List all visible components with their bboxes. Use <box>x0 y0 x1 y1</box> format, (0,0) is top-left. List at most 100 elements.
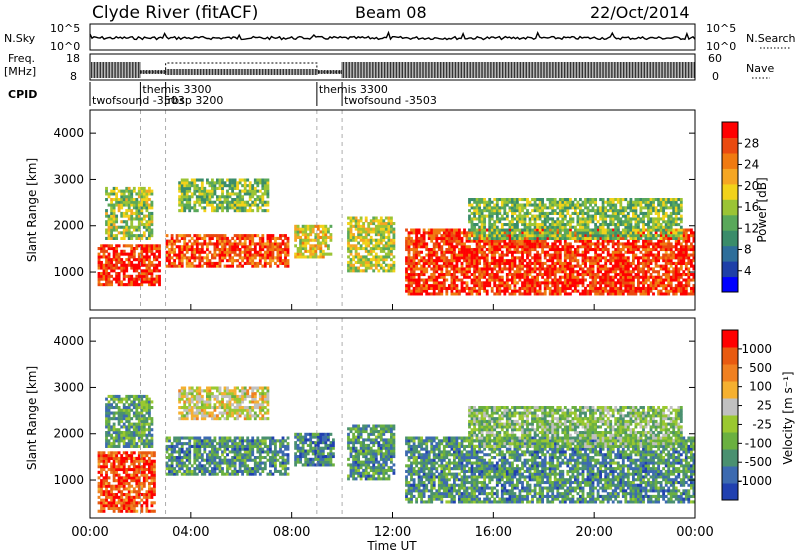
power-cell <box>579 211 582 215</box>
power-cell <box>450 236 454 240</box>
power-cell <box>453 228 456 232</box>
power-cell <box>644 261 648 265</box>
power-cell <box>556 206 560 210</box>
power-cell <box>417 231 421 235</box>
power-cell <box>639 289 643 293</box>
power-cell <box>294 230 298 234</box>
power-cell <box>263 189 267 193</box>
power-colorbar-swatch-1 <box>722 261 738 278</box>
power-cell <box>170 236 174 240</box>
power-cell <box>286 261 290 265</box>
power-cell <box>561 198 565 202</box>
power-cell <box>390 247 393 251</box>
power-cell <box>569 200 572 204</box>
power-cell <box>425 231 429 235</box>
power-cell <box>503 217 507 221</box>
power-cell <box>632 286 635 290</box>
power-cell <box>662 228 666 232</box>
power-cell <box>516 289 519 293</box>
power-cell <box>359 255 363 259</box>
power-cell <box>475 234 479 238</box>
power-cell <box>584 206 587 210</box>
power-cell <box>377 224 381 228</box>
power-cell <box>538 225 542 229</box>
power-cell <box>455 270 459 274</box>
power-cell <box>304 230 308 234</box>
power-cell <box>566 203 570 207</box>
power-cell <box>274 261 277 265</box>
power-cell <box>178 195 182 199</box>
power-cell <box>581 270 585 274</box>
power-cell <box>440 259 444 263</box>
power-cell <box>231 200 235 204</box>
power-cell <box>463 281 466 285</box>
power-cell <box>541 264 545 268</box>
power-cell <box>624 289 628 293</box>
power-cell <box>445 236 449 240</box>
power-cell <box>511 250 514 254</box>
power-cell <box>503 209 507 213</box>
power-cell <box>173 253 177 257</box>
power-cell <box>664 292 668 296</box>
power-cell <box>432 248 436 252</box>
power-cell <box>518 256 522 260</box>
power-cell <box>468 248 471 252</box>
power-region-4 <box>294 224 333 259</box>
power-cell <box>422 273 426 277</box>
power-cell <box>536 231 540 235</box>
power-cell <box>221 259 224 263</box>
power-cell <box>266 236 270 240</box>
power-cell <box>548 225 552 229</box>
power-cell <box>566 256 570 260</box>
power-cell <box>470 225 474 229</box>
power-cell <box>589 220 592 224</box>
power-cell <box>606 239 610 243</box>
power-cell <box>135 277 139 281</box>
power-cell <box>442 234 446 238</box>
power-cell <box>105 192 108 196</box>
power-cell <box>551 209 555 213</box>
power-cell <box>135 214 139 218</box>
power-cell <box>523 231 527 235</box>
power-cell <box>107 255 111 259</box>
power-cell <box>591 234 595 238</box>
power-cell <box>178 239 182 243</box>
power-cell <box>195 236 199 240</box>
power-cell <box>132 263 136 267</box>
power-cell <box>652 225 655 229</box>
power-cell <box>495 200 499 204</box>
power-cell <box>644 292 648 296</box>
power-cell <box>475 248 479 252</box>
power-cell <box>576 203 580 207</box>
power-cell <box>460 270 464 274</box>
power-cell <box>274 239 277 243</box>
power-cell <box>125 244 129 248</box>
power-cell <box>563 253 567 257</box>
power-cell <box>211 178 214 182</box>
power-cell <box>115 220 119 224</box>
power-cell <box>503 206 507 210</box>
power-cell <box>460 273 464 277</box>
power-cell <box>274 245 277 249</box>
power-cell <box>180 245 184 249</box>
power-cell <box>606 214 610 218</box>
power-cell <box>601 278 605 282</box>
power-cell <box>606 267 610 271</box>
power-cell <box>470 253 474 257</box>
power-cell <box>218 261 222 265</box>
power-cell <box>647 278 650 282</box>
power-cell <box>679 206 683 210</box>
power-cell <box>175 256 179 260</box>
power-cell <box>407 278 411 282</box>
power-cell <box>611 234 615 238</box>
freq-panel-frame <box>89 53 696 81</box>
power-cell <box>533 259 537 263</box>
power-cell <box>470 273 474 277</box>
power-cell <box>624 217 628 221</box>
power-cell <box>536 225 540 229</box>
power-cell <box>379 241 383 245</box>
power-cell <box>690 245 693 249</box>
power-cell <box>498 239 502 243</box>
power-cell <box>450 231 454 235</box>
power-cell <box>223 195 227 199</box>
